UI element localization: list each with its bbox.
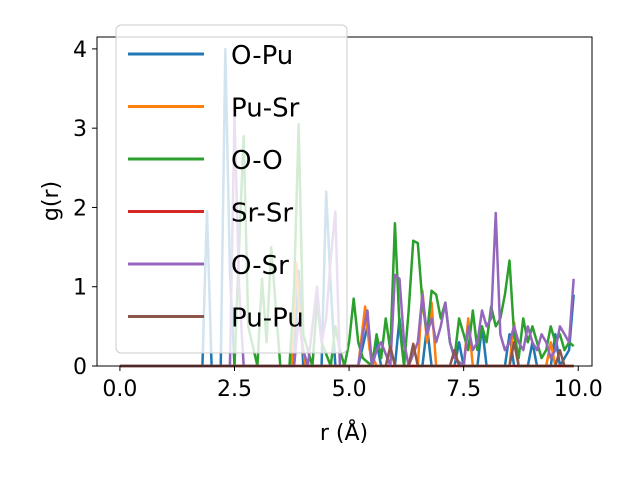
series-line-pu-pu xyxy=(119,340,574,368)
legend-label-sr-sr: Sr-Sr xyxy=(231,199,293,229)
x-axis-label: r (Å) xyxy=(320,419,368,446)
legend: O-Pu Pu-Sr O-O Sr-Sr O-Sr Pu-Pu xyxy=(115,24,348,354)
y-tick-label: 3 xyxy=(73,117,87,142)
y-tick-label: 2 xyxy=(73,196,87,221)
x-tick-label: 10.0 xyxy=(554,377,603,402)
legend-label-o-o: O-O xyxy=(231,146,283,176)
y-tick-label: 1 xyxy=(73,276,87,301)
x-tick-label: 7.5 xyxy=(446,377,481,402)
x-tick-label: 0.0 xyxy=(102,377,137,402)
legend-entries: O-Pu Pu-Sr O-O Sr-Sr O-Sr Pu-Pu xyxy=(128,41,304,334)
y-tick-label: 0 xyxy=(73,355,87,380)
legend-label-pu-sr: Pu-Sr xyxy=(231,94,300,124)
y-axis-ticks: 0 1 2 3 4 xyxy=(73,38,97,380)
y-axis-label: g(r) xyxy=(39,181,64,221)
legend-label-o-pu: O-Pu xyxy=(231,41,293,71)
legend-label-o-sr: O-Sr xyxy=(231,251,289,281)
x-tick-label: 2.5 xyxy=(217,377,252,402)
x-tick-label: 5.0 xyxy=(332,377,367,402)
x-axis-ticks: 0.0 2.5 5.0 7.5 10.0 xyxy=(102,366,603,402)
y-tick-label: 4 xyxy=(73,38,87,63)
legend-label-pu-pu: Pu-Pu xyxy=(231,304,304,334)
